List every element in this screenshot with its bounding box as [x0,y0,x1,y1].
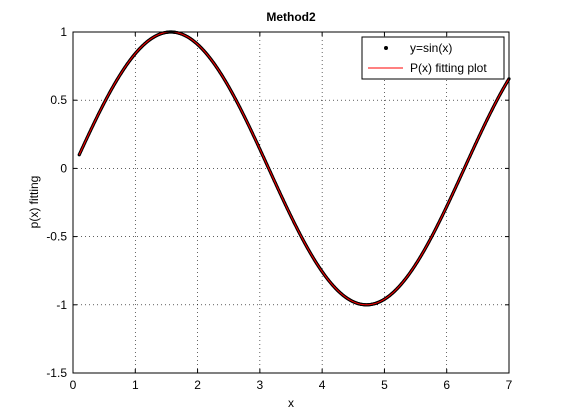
x-tick-label: 6 [443,378,450,392]
series-layer [77,30,511,307]
y-tick-label: 1 [60,25,67,39]
series-fit-line [78,31,510,306]
legend-label-sin: y=sin(x) [410,41,452,55]
grid [73,32,509,373]
x-tick-label: 0 [70,378,77,392]
y-tick-label: 0.5 [50,93,67,107]
plot-frame [72,31,510,374]
legend-marker-sin [384,46,388,50]
y-tick-label: -1.5 [46,366,67,380]
x-axis-label: x [288,396,294,410]
y-tick-label: -0.5 [46,230,67,244]
legend-box [361,36,505,80]
x-tick-label: 2 [194,378,201,392]
x-tick-label: 5 [381,378,388,392]
x-tick-label: 7 [506,378,513,392]
plot-area [73,32,509,373]
ticks: 0 1 2 3 4 5 6 7 1 0.5 0 -0.5 -1 -1.5 [46,25,512,392]
y-tick-label: -1 [56,298,67,312]
chart-title: Method2 [266,10,316,24]
x-tick-label: 3 [257,378,264,392]
y-tick-label: 0 [60,161,67,175]
x-tick-label: 4 [319,378,326,392]
legend: y=sin(x) P(x) fitting plot [361,36,505,80]
y-axis-label: p(x) fitting [27,176,41,229]
x-tick-label: 1 [132,378,139,392]
legend-label-fit: P(x) fitting plot [410,61,487,75]
